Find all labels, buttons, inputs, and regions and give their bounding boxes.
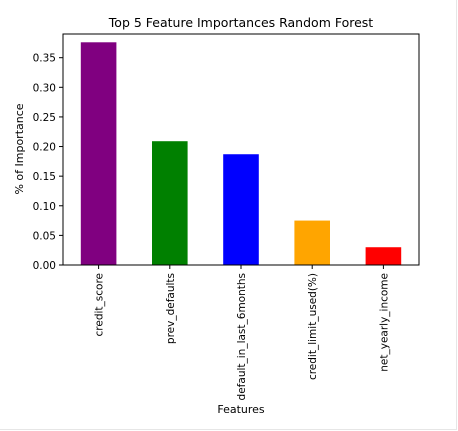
x-tick-label: credit_score (94, 273, 106, 336)
y-tick-label: 0.20 (33, 142, 56, 154)
y-tick-label: 0.35 (33, 53, 56, 65)
x-tick-label: prev_defaults (165, 273, 177, 344)
y-tick-label: 0.15 (33, 171, 56, 183)
y-axis-ticks: 0.00 0.05 0.10 0.15 0.20 0.25 0.30 0.35 (33, 53, 63, 272)
bar-default-in-last-6months (223, 154, 259, 265)
chart-title: Top 5 Feature Importances Random Forest (108, 15, 374, 30)
x-tick-label: default_in_last_6months (236, 273, 248, 400)
bar-credit-score (80, 42, 117, 265)
y-tick-label: 0.00 (33, 260, 56, 272)
x-tick-label: net_yearly_income (378, 273, 390, 372)
y-tick-label: 0.10 (33, 201, 56, 213)
bar-credit-limit-used (294, 220, 330, 265)
x-tick-label: credit_limit_used(%) (307, 273, 319, 380)
y-tick-label: 0.30 (33, 82, 56, 94)
x-axis-ticks: credit_score prev_defaults default_in_last… (94, 265, 390, 400)
x-axis-label: Features (217, 403, 265, 416)
y-axis-label: % of Importance (13, 103, 26, 194)
bar-prev-defaults (152, 141, 188, 265)
y-tick-label: 0.25 (33, 112, 56, 124)
bars (80, 42, 402, 265)
bar-net-yearly-income (365, 247, 402, 265)
y-tick-label: 0.05 (33, 230, 56, 242)
plot-area (62, 33, 420, 266)
